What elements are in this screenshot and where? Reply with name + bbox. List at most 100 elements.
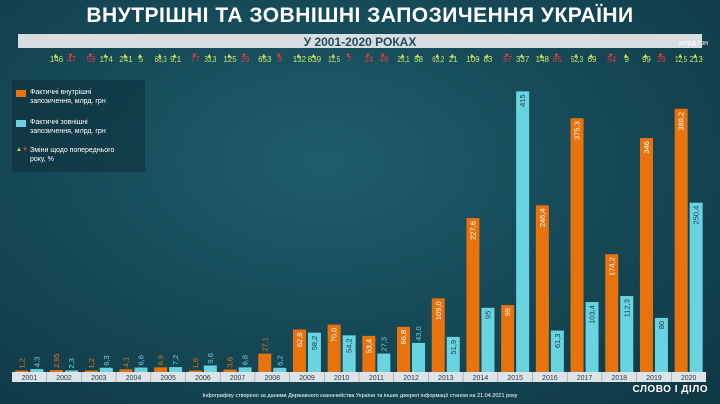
data-label-external: 6,2 bbox=[275, 355, 284, 365]
change-label: 241 bbox=[119, 55, 133, 64]
decrease-triangle-icon: ▼ bbox=[381, 53, 385, 59]
bar-external bbox=[446, 336, 460, 372]
data-label-domestic: 109,0 bbox=[434, 301, 443, 320]
data-label-domestic: 6,9 bbox=[156, 355, 165, 365]
change-label: 9 bbox=[625, 55, 630, 64]
change-label: 25,1 bbox=[398, 55, 410, 64]
data-label-domestic: 174,2 bbox=[607, 257, 616, 276]
data-label-external: 27,3 bbox=[379, 337, 388, 352]
data-label-domestic: 99 bbox=[503, 308, 512, 316]
x-tick-label: 2005 bbox=[160, 375, 176, 382]
bar-domestic bbox=[570, 118, 584, 373]
bar-domestic bbox=[15, 370, 29, 372]
bar-external bbox=[307, 332, 321, 372]
decrease-triangle-icon: ▼ bbox=[192, 53, 196, 59]
unit-label: млрд грн bbox=[679, 40, 708, 47]
change-label: 69 bbox=[588, 55, 597, 64]
increase-triangle-icon: ▲ bbox=[54, 53, 58, 59]
bar-domestic bbox=[466, 218, 480, 372]
x-tick-label: 2015 bbox=[507, 375, 523, 382]
decrease-triangle-icon: ▼ bbox=[277, 53, 281, 59]
change-label: 85 bbox=[553, 55, 562, 64]
increase-triangle-icon: ▲ bbox=[103, 53, 107, 59]
decrease-triangle-icon: ▼ bbox=[554, 53, 558, 59]
decrease-triangle-icon: ▼ bbox=[505, 53, 509, 59]
footer-note: Інфографіку створено за даними Державног… bbox=[202, 393, 518, 399]
change-label: 12,5 bbox=[675, 55, 687, 64]
legend-label-external: Фактичні зовнішні запозичення, млрд. грн bbox=[30, 119, 106, 135]
bar-external bbox=[620, 296, 634, 372]
change-label: 9 bbox=[278, 55, 283, 64]
change-label: 58 bbox=[414, 55, 423, 64]
data-label-external: 112,3 bbox=[622, 299, 631, 317]
legend-item-domestic: Фактичні внутрішні запозичення, млрд. гр… bbox=[16, 88, 130, 106]
decrease-triangle-icon: ▼ bbox=[88, 53, 92, 59]
decrease-triangle-icon: ▼ bbox=[609, 53, 613, 59]
legend-label-change: Зміни щодо попереднього року, % bbox=[30, 147, 115, 163]
legend-swatch-external bbox=[16, 120, 26, 127]
increase-triangle-icon: ▲ bbox=[485, 53, 489, 59]
change-label: 11,5 bbox=[328, 55, 340, 64]
x-tick-label: 2001 bbox=[22, 375, 38, 382]
increase-triangle-icon: ▲ bbox=[470, 53, 474, 59]
bar-domestic bbox=[84, 370, 98, 372]
increase-triangle-icon: ▲ bbox=[227, 53, 231, 59]
data-label-domestic: 53,4 bbox=[364, 339, 373, 354]
decrease-triangle-icon: ▼ bbox=[242, 53, 246, 59]
page-title: ВНУТРІШНІ ТА ЗОВНІШНІ ЗАПОЗИЧЕННЯ УКРАЇН… bbox=[86, 4, 634, 27]
data-label-domestic: 375,3 bbox=[573, 121, 582, 140]
change-label: 63,2 bbox=[432, 55, 444, 64]
bar-external bbox=[65, 370, 79, 372]
decrease-triangle-icon: ▼ bbox=[69, 53, 73, 59]
data-label-external: 2,3 bbox=[67, 358, 76, 368]
change-label: 5 bbox=[139, 55, 144, 64]
x-tick-label: 2012 bbox=[403, 375, 419, 382]
bar-domestic bbox=[188, 370, 202, 372]
change-label: 7 bbox=[347, 55, 352, 64]
increase-triangle-icon: ▲ bbox=[435, 53, 439, 59]
increase-triangle-icon: ▲ bbox=[539, 53, 543, 59]
bar-domestic bbox=[501, 305, 515, 372]
x-tick-label: 2006 bbox=[195, 375, 211, 382]
decrease-triangle-icon: ▼ bbox=[366, 53, 370, 59]
bar-domestic bbox=[674, 108, 688, 373]
data-label-external: 4,3 bbox=[32, 357, 41, 367]
bar-external bbox=[654, 317, 668, 372]
bar-domestic bbox=[397, 326, 411, 372]
change-label: 29 bbox=[241, 55, 250, 64]
legend-item-external: Фактичні зовнішні запозичення, млрд. грн bbox=[16, 118, 130, 136]
bar-external bbox=[30, 369, 44, 372]
change-label: 59 bbox=[87, 55, 96, 64]
data-label-external: 43,0 bbox=[414, 326, 423, 341]
data-label-domestic: 70,0 bbox=[330, 328, 339, 343]
bar-external bbox=[412, 342, 426, 372]
data-label-domestic: 246,4 bbox=[538, 208, 547, 227]
increase-triangle-icon: ▲ bbox=[138, 53, 142, 59]
change-label: 49 bbox=[379, 55, 388, 64]
change-label: 21 bbox=[449, 55, 458, 64]
x-tick-label: 2014 bbox=[473, 375, 489, 382]
legend-swatch-domestic bbox=[16, 90, 26, 97]
data-label-domestic: 1,2 bbox=[17, 358, 26, 368]
data-label-external: 250,4 bbox=[692, 206, 701, 225]
change-label: 57 bbox=[503, 55, 512, 64]
bar-external bbox=[689, 202, 703, 372]
increase-triangle-icon: ▲ bbox=[173, 53, 177, 59]
bar-domestic bbox=[431, 298, 445, 372]
legend: Фактичні внутрішні запозичення, млрд. гр… bbox=[12, 80, 145, 172]
bar-domestic bbox=[535, 205, 549, 372]
increase-triangle-icon: ▲ bbox=[589, 53, 593, 59]
bar-domestic bbox=[119, 369, 133, 372]
increase-triangle-icon: ▲ bbox=[297, 53, 301, 59]
increase-triangle-icon: ▲ bbox=[520, 53, 524, 59]
change-label: 125 bbox=[223, 55, 237, 64]
bar-domestic bbox=[639, 138, 653, 372]
bar-external bbox=[342, 335, 356, 372]
bar-external bbox=[550, 330, 564, 372]
change-label: 77 bbox=[191, 55, 200, 64]
bar-external bbox=[377, 353, 391, 372]
increase-triangle-icon: ▲ bbox=[416, 53, 420, 59]
change-label: 213 bbox=[689, 55, 703, 64]
x-tick-label: 2019 bbox=[646, 375, 662, 382]
